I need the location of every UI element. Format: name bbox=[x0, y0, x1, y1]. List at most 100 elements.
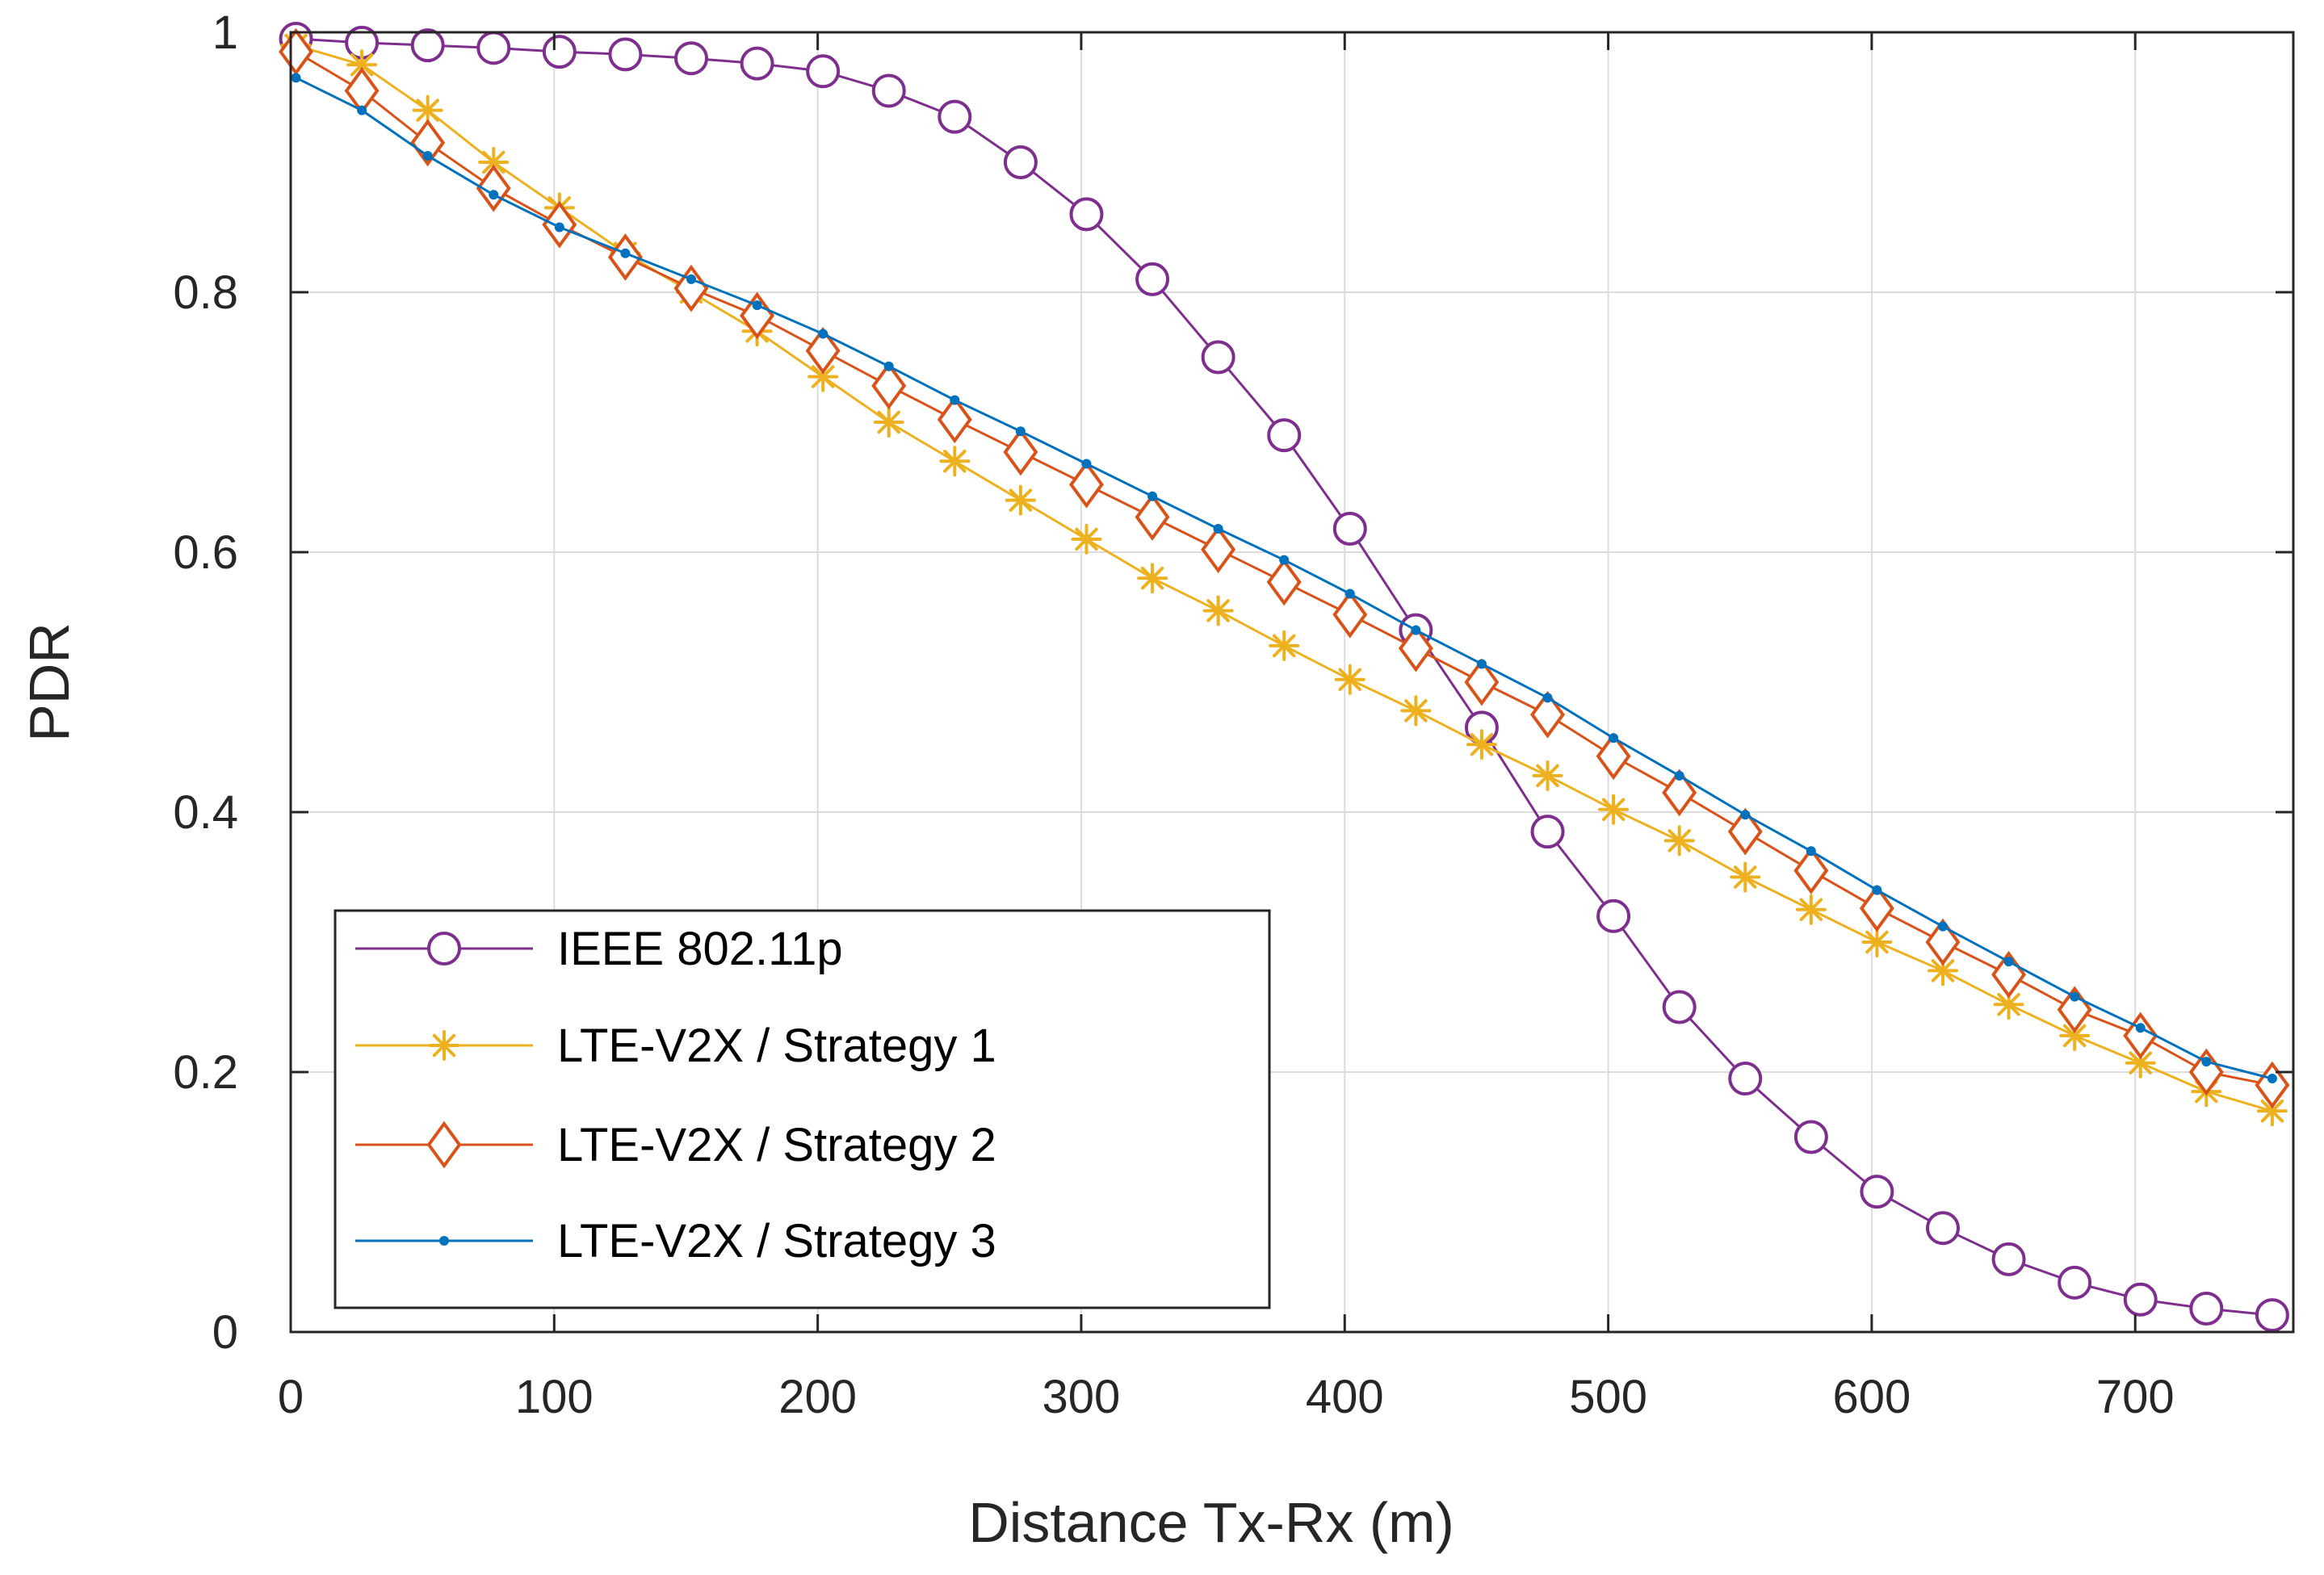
data-point-dot bbox=[1213, 524, 1223, 534]
legend-label: LTE-V2X / Strategy 3 bbox=[557, 1215, 996, 1267]
data-point-asterisk bbox=[1466, 729, 1497, 760]
data-point-diamond bbox=[1332, 590, 1368, 639]
data-point-dot bbox=[1542, 693, 1553, 703]
data-point-dot bbox=[883, 361, 894, 371]
data-point-dot bbox=[2135, 1023, 2146, 1033]
data-point-circle bbox=[674, 41, 708, 76]
data-point-dot bbox=[950, 395, 960, 405]
x-axis-label: Distance Tx-Rx (m) bbox=[968, 1491, 1454, 1554]
asterisk-stroke bbox=[1734, 865, 1757, 889]
asterisk-stroke bbox=[1667, 829, 1691, 852]
data-point-dot bbox=[1938, 921, 1948, 932]
asterisk-stroke bbox=[1931, 959, 1955, 982]
data-point-circle bbox=[1728, 1062, 1763, 1096]
data-point-circle bbox=[740, 46, 774, 81]
asterisk-stroke bbox=[1140, 566, 1164, 590]
asterisk-stroke bbox=[350, 53, 374, 77]
data-point-circle bbox=[871, 73, 906, 108]
asterisk-stroke bbox=[1470, 733, 1494, 756]
data-point-asterisk bbox=[1663, 825, 1695, 857]
asterisk-stroke bbox=[416, 98, 439, 122]
asterisk-stroke bbox=[1536, 764, 1559, 788]
x-tick-labels: 0 100 200 300 400 500 600 700 bbox=[278, 1371, 2175, 1423]
data-point-circle bbox=[1793, 1120, 1828, 1154]
plot-frame bbox=[289, 31, 2295, 1334]
data-point-circle bbox=[1926, 1211, 1960, 1246]
data-point-diamond bbox=[1793, 847, 1829, 894]
y-tick-label: 0 bbox=[212, 1306, 238, 1359]
data-point-asterisk bbox=[1861, 927, 1893, 957]
data-point-diamond bbox=[1003, 428, 1038, 476]
asterisk-stroke bbox=[2129, 1051, 2152, 1074]
series-3 bbox=[279, 27, 2290, 1109]
asterisk-stroke bbox=[432, 1033, 456, 1058]
data-point-dot bbox=[1476, 659, 1487, 669]
data-point-diamond bbox=[1135, 493, 1170, 541]
asterisk-stroke bbox=[482, 150, 505, 174]
data-point-diamond bbox=[476, 164, 511, 212]
data-point-asterisk bbox=[1400, 695, 1432, 727]
data-point-circle bbox=[427, 932, 461, 966]
data-point-circle bbox=[806, 54, 841, 89]
data-point-diamond bbox=[937, 396, 972, 444]
y-tick-label: 0.2 bbox=[173, 1046, 238, 1099]
data-point-diamond bbox=[1068, 460, 1104, 509]
data-point-dot bbox=[2070, 991, 2080, 1002]
legend-item-2: LTE-V2X / Strategy 1 bbox=[355, 1020, 996, 1072]
data-point-dot bbox=[1872, 885, 1882, 895]
asterisk-stroke bbox=[877, 410, 900, 434]
data-point-circle bbox=[410, 28, 445, 63]
data-point-diamond bbox=[2255, 1061, 2290, 1109]
series-group bbox=[279, 22, 2290, 1333]
data-point-diamond bbox=[410, 119, 446, 167]
data-point-circle bbox=[1201, 340, 1235, 375]
data-point-circle bbox=[1991, 1242, 2026, 1276]
legend-label: LTE-V2X / Strategy 2 bbox=[557, 1119, 996, 1171]
asterisk-stroke bbox=[1075, 527, 1098, 551]
x-tick-label: 300 bbox=[1042, 1371, 1121, 1423]
data-point-circle bbox=[1069, 197, 1104, 232]
data-point-diamond bbox=[805, 327, 841, 375]
data-point-dot bbox=[752, 300, 762, 311]
data-point-diamond bbox=[1662, 769, 1697, 817]
x-tick-label: 400 bbox=[1306, 1371, 1384, 1423]
data-point-asterisk bbox=[1730, 861, 1761, 893]
data-point-circle bbox=[542, 35, 577, 69]
tick-marks bbox=[289, 31, 2293, 1334]
y-tick-label: 0.4 bbox=[173, 786, 238, 839]
data-point-diamond bbox=[871, 362, 907, 410]
data-point-circle bbox=[1332, 512, 1367, 547]
data-point-dot bbox=[818, 329, 829, 339]
data-point-dot bbox=[291, 73, 301, 83]
data-point-diamond bbox=[426, 1121, 462, 1169]
data-point-dot bbox=[2201, 1057, 2212, 1067]
data-point-asterisk bbox=[1795, 894, 1827, 925]
legend-item-3: LTE-V2X / Strategy 2 bbox=[355, 1119, 996, 1171]
data-point-circle bbox=[1530, 815, 1565, 849]
data-point-circle bbox=[1267, 418, 1302, 453]
y-tick-label: 0.6 bbox=[173, 526, 238, 579]
data-point-dot bbox=[2003, 957, 2014, 967]
data-point-asterisk bbox=[1334, 664, 1365, 695]
data-point-diamond bbox=[1201, 526, 1236, 574]
legend-label: IEEE 802.11p bbox=[557, 923, 843, 975]
legend-item-1: IEEE 802.11p bbox=[355, 923, 843, 975]
data-point-circle bbox=[608, 37, 643, 72]
data-point-circle bbox=[2058, 1265, 2092, 1300]
data-point-circle bbox=[2189, 1292, 2224, 1326]
data-point-circle bbox=[938, 99, 972, 134]
data-point-diamond bbox=[1464, 658, 1500, 706]
asterisk-stroke bbox=[1997, 993, 2020, 1016]
y-tick-labels: 0 0.2 0.4 0.6 0.8 1 bbox=[173, 6, 238, 1359]
data-point-dot bbox=[422, 150, 433, 161]
y-tick-label: 1 bbox=[212, 6, 238, 59]
data-point-asterisk bbox=[1598, 794, 1630, 825]
asterisk-stroke bbox=[2062, 1024, 2087, 1048]
data-point-circle bbox=[476, 31, 511, 65]
data-point-asterisk bbox=[2059, 1020, 2091, 1051]
data-point-diamond bbox=[279, 27, 314, 76]
data-point-dot bbox=[686, 274, 696, 284]
data-point-dot bbox=[1674, 770, 1684, 781]
asterisk-stroke bbox=[811, 365, 835, 388]
asterisk-stroke bbox=[1206, 599, 1230, 622]
